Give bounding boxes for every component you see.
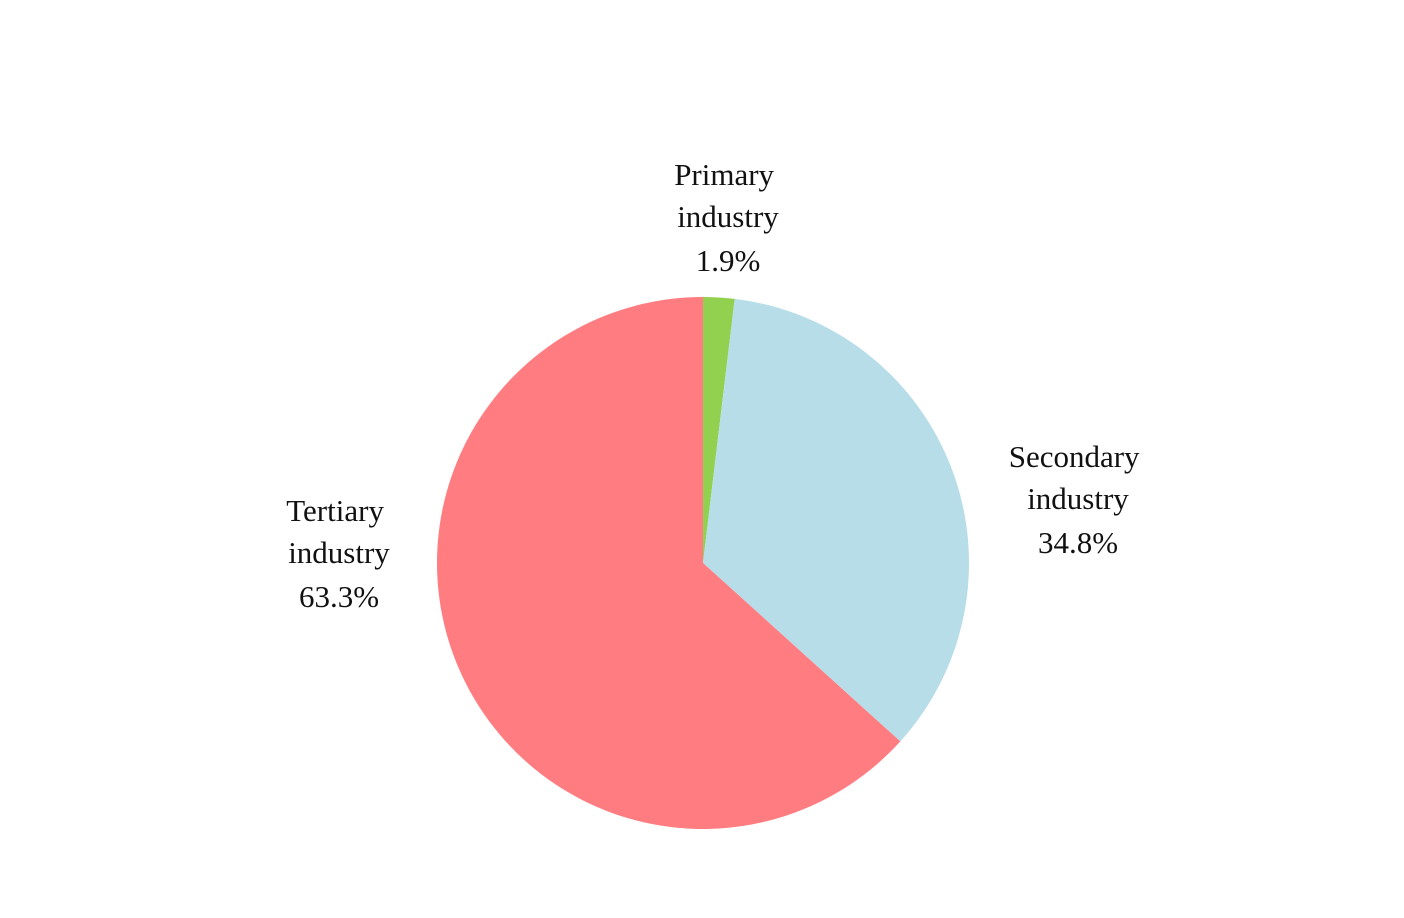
slice-label: Tertiary industry bbox=[286, 493, 391, 570]
value-label: 63.3% bbox=[299, 579, 379, 614]
slice-label: Secondary industry bbox=[1009, 439, 1148, 516]
pie-slice bbox=[703, 297, 735, 563]
pie-slice bbox=[436, 297, 901, 830]
pie-slice bbox=[703, 298, 969, 742]
value-label: 1.9% bbox=[696, 243, 761, 278]
slice-label: Primary industry bbox=[674, 157, 782, 234]
value-label: 34.8% bbox=[1038, 525, 1118, 560]
